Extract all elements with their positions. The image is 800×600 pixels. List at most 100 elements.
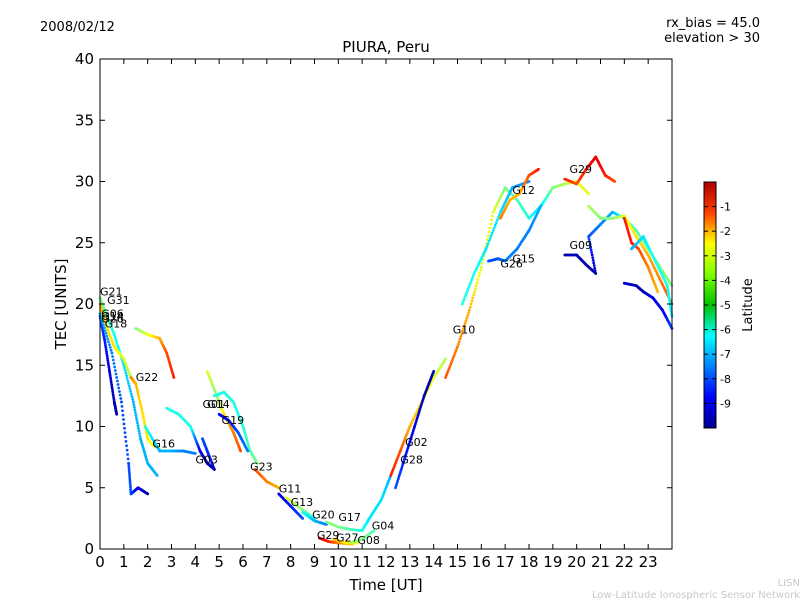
satellite-label: G13 <box>291 496 314 509</box>
series-point <box>478 272 481 275</box>
series-point <box>667 295 671 298</box>
series-point <box>124 440 128 443</box>
series-point <box>372 529 376 532</box>
series-point <box>470 278 473 282</box>
series-point <box>656 290 660 294</box>
satellite-label: G31 <box>107 294 130 307</box>
series-point <box>666 290 670 294</box>
series-g23 <box>253 468 281 490</box>
series-point <box>129 488 133 491</box>
series-point <box>107 365 111 369</box>
satellite-label: G19 <box>222 414 245 427</box>
series-point <box>459 335 463 338</box>
colorbar-tick-label: -1 <box>720 201 731 214</box>
series-point <box>105 354 109 358</box>
x-tick-label: 12 <box>376 553 395 571</box>
series-point <box>136 421 139 425</box>
series-g17 <box>325 520 364 532</box>
series-g22 <box>129 376 162 450</box>
series-point <box>118 393 122 397</box>
y-tick-label: 20 <box>75 295 94 313</box>
series-point <box>462 298 466 301</box>
series-point <box>103 341 107 345</box>
series-point <box>405 451 408 455</box>
footer-network: Low-Latitude Ionospheric Sensor Network <box>592 590 800 600</box>
series-point <box>193 452 197 455</box>
series-point <box>121 409 124 413</box>
series-point <box>445 371 449 375</box>
series-point <box>466 287 470 291</box>
series-point <box>136 424 140 427</box>
series-point <box>398 471 402 474</box>
series-g16 <box>134 327 197 455</box>
series-point <box>495 218 499 222</box>
y-tick-label: 25 <box>75 234 94 252</box>
series-point <box>111 358 115 362</box>
series-point <box>462 324 466 328</box>
series-point <box>422 396 425 400</box>
series-point <box>472 293 476 297</box>
series-g11 <box>587 204 674 306</box>
series-point <box>395 482 399 485</box>
series-point <box>137 429 141 433</box>
series-point <box>450 360 453 364</box>
series-point <box>137 397 141 401</box>
x-tick-label: 20 <box>567 553 586 571</box>
series-point <box>130 395 134 399</box>
series-point <box>122 418 125 421</box>
colorbar-tick-label: -8 <box>720 373 731 386</box>
series-point <box>592 261 596 265</box>
series-point <box>591 258 595 262</box>
series-point <box>487 230 491 234</box>
series-point <box>103 339 107 343</box>
series-point <box>420 403 423 406</box>
series-g06 <box>622 216 660 294</box>
series-point <box>498 213 501 217</box>
satellite-label: G14 <box>101 310 124 323</box>
series-point <box>134 413 138 417</box>
series-point <box>590 251 593 254</box>
series-point <box>415 418 418 422</box>
colorbar-tick-label: -5 <box>720 299 731 312</box>
series-point <box>106 361 110 364</box>
series-point <box>114 372 118 376</box>
series-point <box>108 343 111 346</box>
series-point <box>471 274 475 277</box>
series-g08 <box>348 529 376 545</box>
series-point <box>106 359 110 362</box>
x-tick-label: 10 <box>329 553 348 571</box>
x-ticks: 0 1 2 3 4 5 6 7 8 9 10 11 12 13 14 15 16 17 18 19 20 21 22 23 <box>95 59 658 571</box>
series-point <box>116 383 120 386</box>
series-point <box>527 180 531 183</box>
y-tick-label: 5 <box>84 479 94 497</box>
series-point <box>457 340 461 343</box>
series-point <box>135 416 138 420</box>
series-point <box>492 226 496 230</box>
series-point <box>589 245 592 249</box>
series-point <box>117 346 120 350</box>
series-point <box>432 370 436 373</box>
series-point <box>400 466 404 470</box>
series-point <box>413 422 417 426</box>
series-point <box>123 369 127 372</box>
series-point <box>471 276 474 280</box>
series-point <box>401 462 405 466</box>
series-g03 <box>165 406 216 471</box>
series-point <box>593 266 597 270</box>
series-point <box>213 468 216 471</box>
series-point <box>407 442 411 446</box>
series-point <box>117 386 121 390</box>
series-point <box>134 411 137 414</box>
series-point <box>489 222 493 226</box>
series-point <box>480 261 484 265</box>
x-tick-label: 5 <box>214 553 224 571</box>
series-point <box>104 345 108 349</box>
series-point <box>128 481 132 485</box>
series-point <box>666 288 670 292</box>
series-point <box>104 348 108 351</box>
series-point <box>108 346 112 349</box>
series-point <box>445 373 448 377</box>
series-point <box>474 287 477 291</box>
footer-lisn: LISN <box>778 578 800 589</box>
series-point <box>121 413 125 417</box>
